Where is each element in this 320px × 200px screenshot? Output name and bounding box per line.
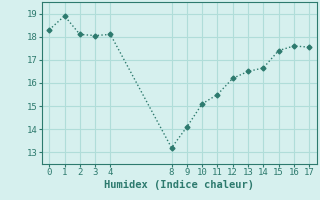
X-axis label: Humidex (Indice chaleur): Humidex (Indice chaleur) [104, 180, 254, 190]
